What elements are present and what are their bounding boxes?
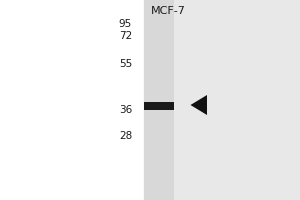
Polygon shape (190, 95, 207, 115)
Text: 36: 36 (119, 105, 132, 115)
Bar (144, 102, 174, 110)
Text: MCF-7: MCF-7 (151, 6, 185, 16)
Text: 72: 72 (119, 31, 132, 41)
Text: 28: 28 (119, 131, 132, 141)
Text: 55: 55 (119, 59, 132, 69)
Bar (144, 0, 300, 200)
Text: 95: 95 (119, 19, 132, 29)
Bar (144, 0, 174, 200)
